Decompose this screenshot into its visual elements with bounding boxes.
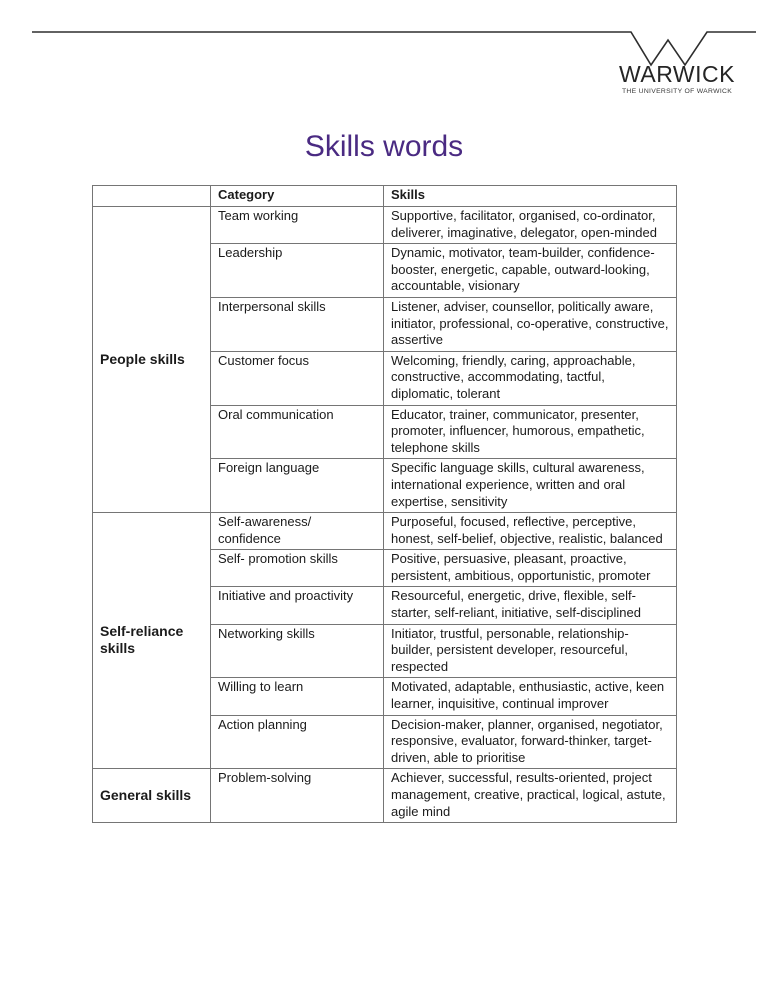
skills-cell: Decision-maker, planner, organised, nego…: [383, 714, 677, 770]
skills-cell: Motivated, adaptable, enthusiastic, acti…: [383, 677, 677, 716]
skills-cell: Dynamic, motivator, team-builder, confid…: [383, 243, 677, 298]
table-header-row: Category Skills: [92, 185, 677, 207]
table-row: Customer focus Welcoming, friendly, cari…: [93, 350, 677, 406]
category-cell: Interpersonal skills: [210, 296, 384, 352]
skills-cell: Purposeful, focused, reflective, percept…: [383, 512, 677, 551]
skills-cell: Welcoming, friendly, caring, approachabl…: [383, 350, 677, 406]
warwick-w-icon: [32, 31, 756, 67]
category-cell: Customer focus: [210, 350, 384, 406]
skills-cell: Achiever, successful, results-oriented, …: [383, 768, 677, 824]
skills-table: Category Skills People skills Team worki…: [92, 185, 677, 824]
skills-cell: Supportive, facilitator, organised, co-o…: [383, 205, 677, 245]
table-row: Foreign language Specific language skill…: [93, 458, 677, 514]
group-label-general-skills: General skills: [92, 768, 211, 824]
category-cell: Team working: [210, 205, 384, 245]
warwick-wordmark: WARWICK: [619, 61, 735, 87]
category-cell: Networking skills: [210, 623, 384, 679]
table-row: People skills Team working Supportive, f…: [92, 205, 677, 514]
table-row: Action planning Decision-maker, planner,…: [93, 714, 677, 770]
table-row: General skills Problem-solving Achiever,…: [92, 768, 677, 824]
table-row: Willing to learn Motivated, adaptable, e…: [93, 677, 677, 716]
table-row: Self-reliance skills Self-awareness/ con…: [92, 512, 677, 770]
skills-cell: Educator, trainer, communicator, present…: [383, 404, 677, 460]
table-row: Interpersonal skills Listener, adviser, …: [93, 296, 677, 352]
table-row: Initiative and proactivity Resourceful, …: [93, 586, 677, 625]
group-label-self-reliance-skills: Self-reliance skills: [92, 512, 211, 770]
skills-cell: Specific language skills, cultural aware…: [383, 458, 677, 514]
header-skills-cell: Skills: [383, 185, 677, 207]
table-row: Self- promotion skills Positive, persuas…: [93, 549, 677, 588]
header-category-cell: Category: [210, 185, 384, 207]
warwick-tagline: THE UNIVERSITY OF WARWICK: [621, 88, 733, 95]
category-cell: Action planning: [210, 714, 384, 770]
category-cell: Initiative and proactivity: [210, 586, 384, 625]
category-cell: Leadership: [210, 243, 384, 298]
table-row: Oral communication Educator, trainer, co…: [93, 404, 677, 460]
category-cell: Self- promotion skills: [210, 549, 384, 588]
skills-cell: Listener, adviser, counsellor, political…: [383, 296, 677, 352]
category-cell: Willing to learn: [210, 677, 384, 716]
category-cell: Oral communication: [210, 404, 384, 460]
category-cell: Foreign language: [210, 458, 384, 514]
header-group-cell: [92, 185, 211, 207]
skills-cell: Initiator, trustful, personable, relatio…: [383, 623, 677, 679]
skills-cell: Positive, persuasive, pleasant, proactiv…: [383, 549, 677, 588]
group-label-people-skills: People skills: [92, 205, 211, 514]
table-row: Leadership Dynamic, motivator, team-buil…: [93, 243, 677, 298]
page-title: Skills words: [304, 130, 464, 163]
category-cell: Self-awareness/ confidence: [210, 512, 384, 551]
skills-cell: Resourceful, energetic, drive, flexible,…: [383, 586, 677, 625]
category-cell: Problem-solving: [210, 768, 384, 824]
